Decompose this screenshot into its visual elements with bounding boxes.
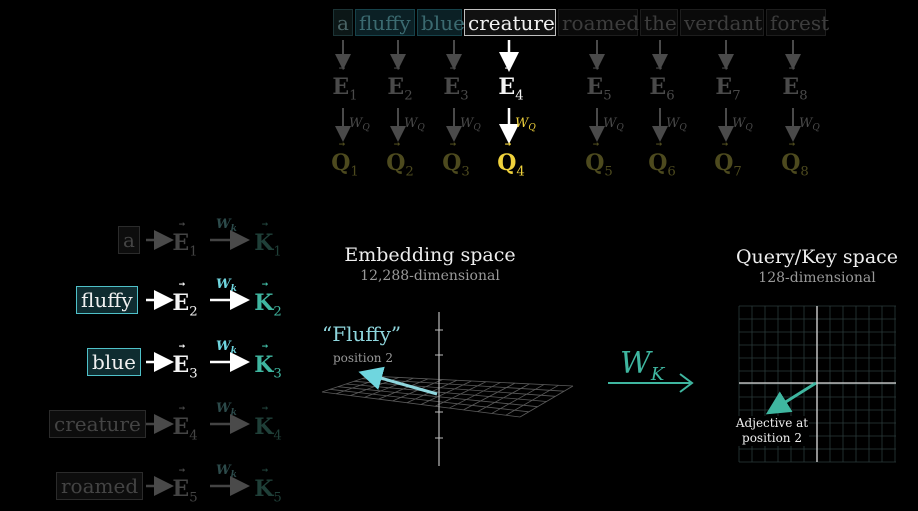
adjective-label: Adjective at position 2 (735, 416, 809, 446)
token-fluffy: fluffy (355, 9, 415, 36)
query-key-space-title: Query/Key space (735, 246, 899, 268)
key-row-word-roamed: roamed (56, 472, 144, 500)
embedding-vector-1: ⃗E1 (332, 74, 358, 104)
wk-label: Wk (216, 277, 237, 294)
token-creature: creature (464, 9, 556, 36)
embedding-vector-5: ⃗E5 (586, 74, 612, 104)
query-vector-4: ⃗Q4 (497, 150, 525, 180)
key-row-word-a: a (118, 226, 140, 254)
wk-label: Wk (216, 339, 237, 356)
row-embedding-4: ⃗E4 (172, 414, 198, 444)
row-key-5: ⃗K5 (254, 476, 282, 506)
row-embedding-5: ⃗E5 (172, 476, 198, 506)
key-row-word-fluffy: fluffy (76, 286, 138, 314)
row-key-1: ⃗K1 (254, 230, 282, 260)
row-embedding-1: ⃗E1 (172, 230, 198, 260)
embedding-space-title: Embedding space (344, 244, 516, 266)
wk-transform-label: WK (620, 346, 665, 385)
row-key-4: ⃗K4 (254, 414, 282, 444)
query-key-space-subtitle: 128-dimensional (758, 270, 876, 286)
query-vector-1: ⃗Q1 (331, 150, 359, 180)
row-embedding-2: ⃗E2 (172, 290, 198, 320)
token-verdant: verdant (680, 9, 764, 36)
row-key-3: ⃗K3 (254, 352, 282, 382)
fluffy-vector-arrow (358, 366, 438, 396)
embedding-vector-3: ⃗E3 (443, 74, 469, 104)
token-blue: blue (417, 9, 465, 36)
token-forest: forest (766, 9, 829, 36)
wk-label: Wk (216, 463, 237, 480)
query-vector-3: ⃗Q3 (442, 150, 470, 180)
embedding-vector-8: ⃗E8 (782, 74, 808, 104)
key-row-word-blue: blue (87, 348, 141, 376)
row-key-2: ⃗K2 (254, 290, 282, 320)
wk-label: Wk (216, 217, 237, 234)
embedding-vector-2: ⃗E2 (387, 74, 413, 104)
row-embedding-3: ⃗E3 (172, 352, 198, 382)
wk-label: Wk (216, 401, 237, 418)
query-vector-7: ⃗Q7 (714, 150, 742, 180)
token-a: a (333, 9, 353, 36)
query-vector-5: ⃗Q5 (585, 150, 613, 180)
embedding-vector-6: ⃗E6 (649, 74, 675, 104)
query-vector-2: ⃗Q2 (386, 150, 414, 180)
adjective-vector-arrow (765, 381, 817, 415)
key-row-word-creature: creature (49, 410, 146, 438)
token-the: the (640, 9, 678, 36)
embedding-vector-7: ⃗E7 (715, 74, 741, 104)
token-roamed: roamed (558, 9, 639, 36)
query-vector-6: ⃗Q6 (648, 150, 676, 180)
query-vector-8: ⃗Q8 (781, 150, 809, 180)
fluffy-vector-sublabel: position 2 (333, 351, 393, 365)
embedding-vector-4: ⃗E4 (498, 74, 524, 104)
embedding-space-subtitle: 12,288-dimensional (360, 268, 500, 284)
fluffy-vector-label: “Fluffy” (322, 322, 402, 346)
